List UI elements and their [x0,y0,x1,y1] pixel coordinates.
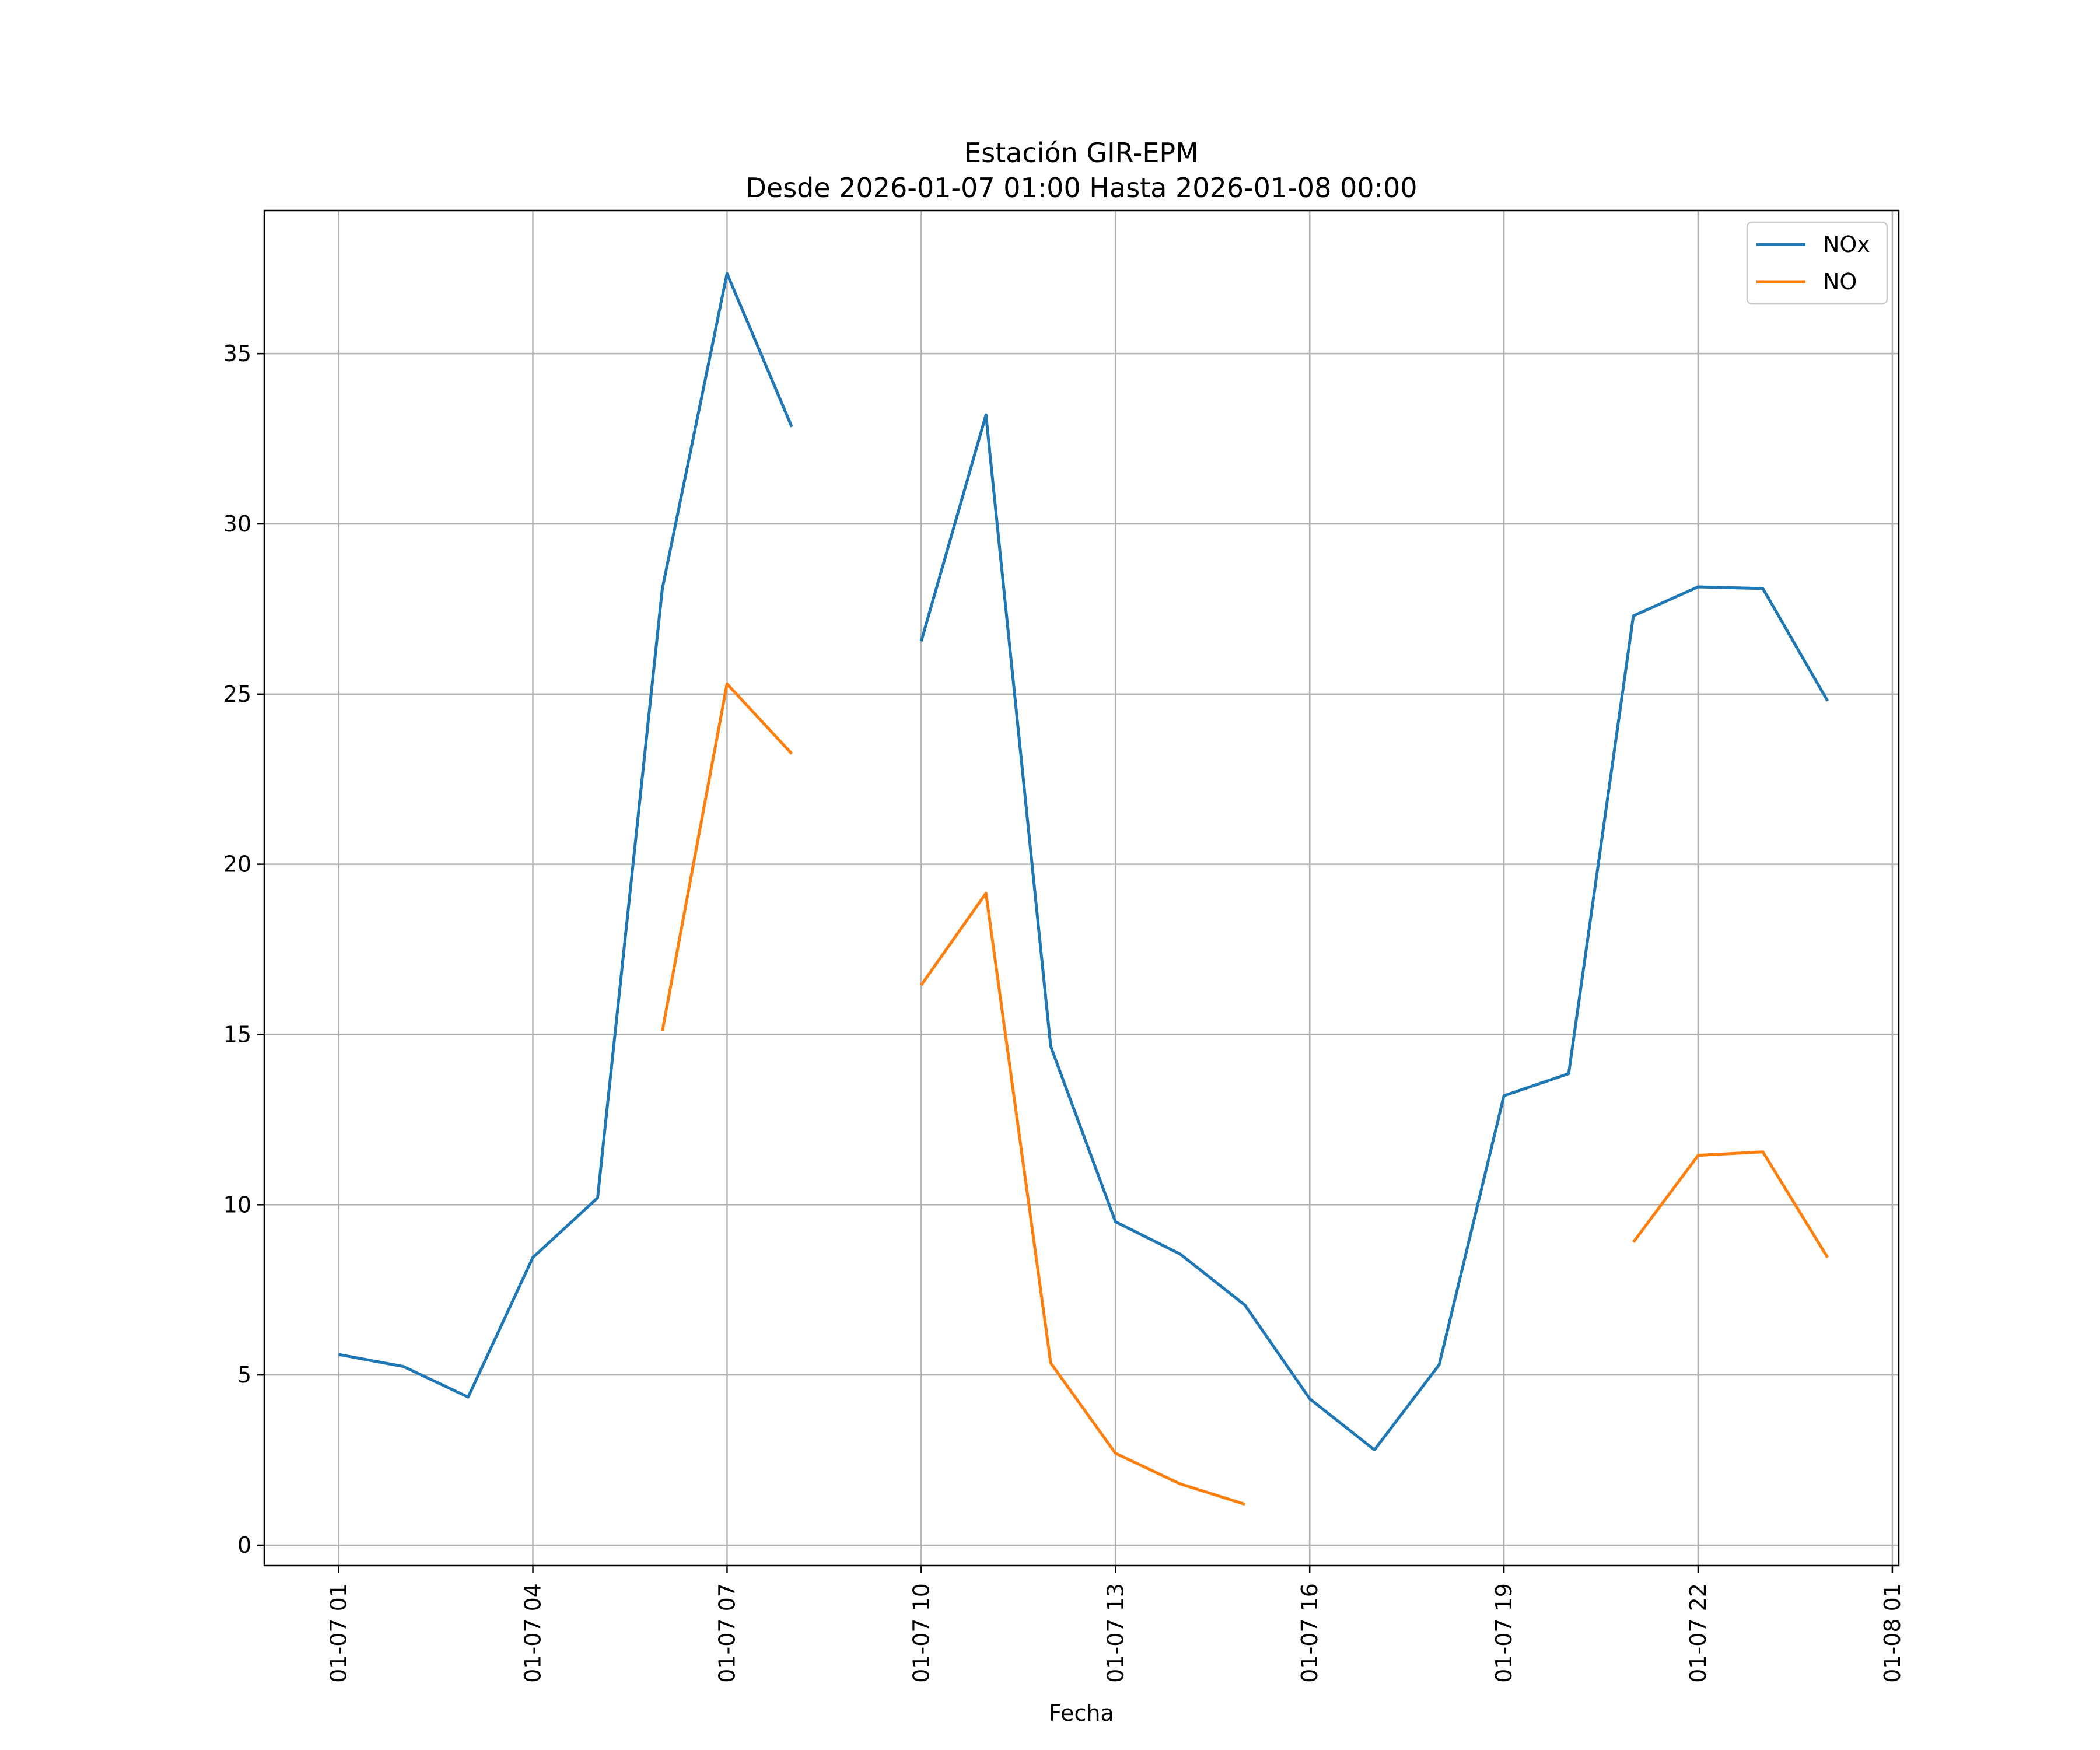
x-tick-label: 01-07 13 [1102,1583,1128,1683]
x-tick-label: 01-07 16 [1297,1583,1322,1683]
series-line-segment [1632,1150,1829,1259]
y-tick-label: 10 [223,1192,251,1217]
grid [264,211,1899,1566]
ticks: 0 5 10 15 20 25 30 35 01-07 01 01-07 04 01-07 07 01… [223,341,1905,1683]
legend: NOx NO [1746,221,1888,305]
x-tick-label: 01-07 04 [520,1583,546,1683]
x-tick-label: 01-07 22 [1685,1583,1711,1683]
x-tick-label: 01-07 19 [1491,1583,1517,1683]
x-tick-label: 01-07 10 [908,1583,934,1683]
legend-label-no: NO [1823,269,1857,295]
y-tick-label: 30 [223,511,251,537]
chart-title-line2: Desde 2026-01-07 01:00 Hasta 2026-01-08 … [746,172,1417,204]
series-lines [338,272,1829,1506]
series-line-segment [338,272,793,1399]
plot-frame [263,209,1900,1567]
chart-title-line1: Estación GIR-EPM [964,137,1199,169]
series-line-segment [920,891,1245,1506]
y-tick-label: 0 [237,1532,251,1558]
y-tick-label: 35 [223,341,251,366]
y-tick-label: 20 [223,852,251,877]
series-line-segment [661,682,793,1032]
x-axis-label: Fecha [1049,1700,1114,1726]
series-line-segment [919,413,1829,1452]
x-tick-label: 01-07 01 [326,1583,352,1683]
x-tick-label: 01-08 01 [1880,1583,1905,1683]
y-tick-label: 25 [223,681,251,707]
y-tick-label: 5 [237,1362,251,1388]
legend-box [1746,221,1888,305]
legend-label-nox: NOx [1823,232,1870,257]
series-no [661,682,1829,1506]
y-tick-label: 15 [223,1021,251,1047]
series-nox [338,272,1829,1452]
x-tick-label: 01-07 07 [714,1583,740,1683]
